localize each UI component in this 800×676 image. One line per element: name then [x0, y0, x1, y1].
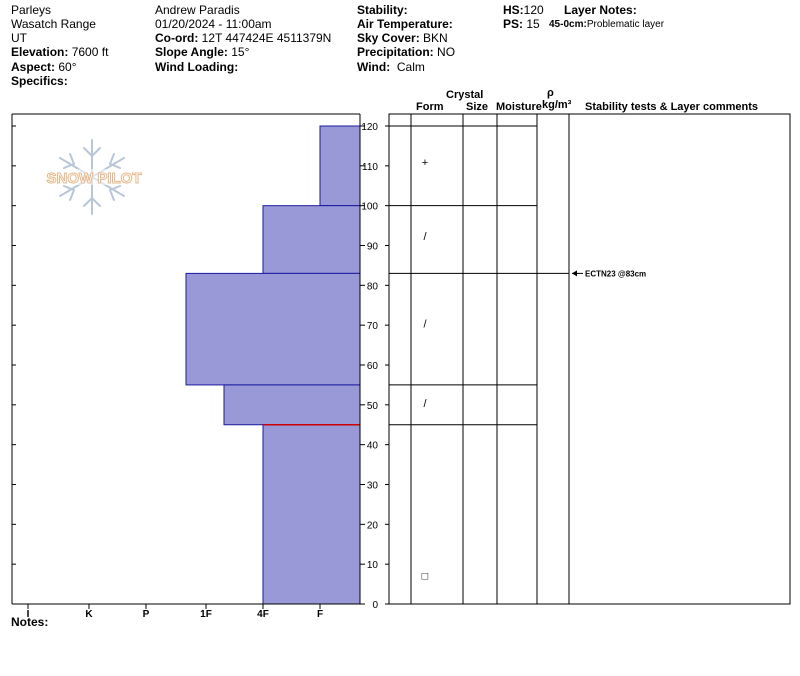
height-label: 50: [367, 401, 379, 412]
height-label: 0: [372, 600, 378, 611]
precipitation: Precipitation: NO: [357, 45, 455, 59]
layer-notes-label: Layer Notes:: [564, 3, 637, 17]
hardness-label-I: I: [27, 609, 30, 620]
notes-label: Notes:: [11, 615, 49, 629]
elevation-value: 7600 ft: [71, 45, 109, 59]
hs-value: 120: [523, 3, 544, 17]
hardness-label-F: F: [317, 609, 323, 620]
col-rho: ρ: [547, 87, 554, 99]
height-label: 80: [367, 281, 379, 292]
elevation: Elevation: 7600 ft: [11, 45, 108, 59]
grain-form-symbol-4: □: [422, 570, 429, 582]
slope-label: Slope Angle:: [155, 45, 228, 59]
hardness-label-1F: 1F: [200, 609, 212, 620]
height-label: 100: [361, 202, 378, 213]
arrow-head-icon: [572, 270, 577, 277]
stability-label: Stability:: [357, 3, 408, 17]
sky-value: BKN: [423, 31, 448, 45]
stability-test-label: ECTN23 @83cm: [585, 269, 646, 278]
precip-label: Precipitation:: [357, 45, 434, 59]
observer: Andrew Paradis: [155, 3, 240, 17]
hardness-bar-4: [262, 424, 361, 605]
logo-text: SNOW PILOT: [47, 170, 142, 187]
elevation-label: Elevation:: [11, 45, 69, 59]
hs-label: HS:: [503, 3, 524, 17]
grain-form-symbol-2: /: [423, 319, 427, 331]
height-label: 60: [367, 361, 379, 372]
layer-note-depth: 45-0cm:: [549, 19, 587, 30]
range: Wasatch Range: [11, 17, 96, 31]
slope-value: 15°: [231, 45, 250, 59]
height-label: 110: [362, 162, 378, 173]
coord: Co-ord: 12T 447424E 4511379N: [155, 31, 331, 45]
height-label: 90: [367, 242, 379, 253]
aspect-label: Aspect:: [11, 60, 56, 74]
height-label: 10: [367, 560, 379, 571]
col-density: kg/m³: [542, 99, 572, 111]
col-size: Size: [466, 101, 489, 113]
wind-value: Calm: [396, 60, 425, 74]
datetime: 01/20/2024 - 11:00am: [155, 17, 272, 31]
grain-form-symbol-1: /: [423, 231, 427, 243]
aspect: Aspect: 60°: [11, 60, 77, 74]
height-label: 70: [367, 321, 379, 332]
col-form: Form: [416, 101, 444, 113]
snowflake-icon: SNOW PILOT: [30, 139, 160, 215]
location: Parleys: [11, 3, 52, 17]
layer-note: 45-0cm:Problematic layer: [549, 18, 664, 32]
col-crystal: Crystal: [446, 89, 484, 101]
air-temp-label: Air Temperature:: [357, 17, 453, 31]
layer-table-frame: [388, 113, 791, 605]
hardness-bar-1: [262, 205, 361, 274]
hardness-bar-2: [185, 272, 361, 386]
grain-form-symbol-0: +: [422, 157, 428, 169]
height-label: 120: [361, 122, 378, 133]
hardness-label-K: K: [85, 609, 93, 620]
ps-label: PS:: [503, 17, 524, 31]
hs: HS:120: [503, 3, 544, 17]
coord-label: Co-ord:: [155, 31, 199, 45]
coord-value: 12T 447424E 4511379N: [201, 31, 332, 45]
layer-note-text: Problematic layer: [586, 19, 665, 30]
wind-loading-label: Wind Loading:: [155, 60, 239, 74]
height-label: 40: [367, 441, 379, 452]
col-moisture: Moisture: [496, 101, 542, 113]
aspect-value: 60°: [58, 60, 77, 74]
hardness-label-P: P: [143, 609, 150, 620]
height-label: 20: [367, 520, 379, 531]
grain-form-symbol-3: /: [423, 398, 427, 410]
slope: Slope Angle: 15°: [155, 45, 249, 59]
sky-label: Sky Cover:: [357, 31, 420, 45]
col-stability-comments: Stability tests & Layer comments: [585, 101, 759, 113]
sky-cover: Sky Cover: BKN: [357, 31, 448, 45]
snowpilot-logo: SNOW PILOT: [30, 138, 160, 218]
precip-value: NO: [437, 45, 456, 59]
hardness-label-4F: 4F: [257, 609, 269, 620]
wind: Wind: Calm: [357, 60, 425, 74]
height-label: 30: [367, 481, 379, 492]
state: UT: [11, 31, 27, 45]
ps-value: 15: [526, 17, 540, 31]
specifics-label: Specifics:: [11, 74, 68, 88]
ps: PS: 15: [503, 17, 540, 31]
wind-label: Wind:: [357, 60, 391, 74]
hardness-bar-0: [319, 125, 361, 207]
hardness-bar-3: [223, 384, 361, 426]
